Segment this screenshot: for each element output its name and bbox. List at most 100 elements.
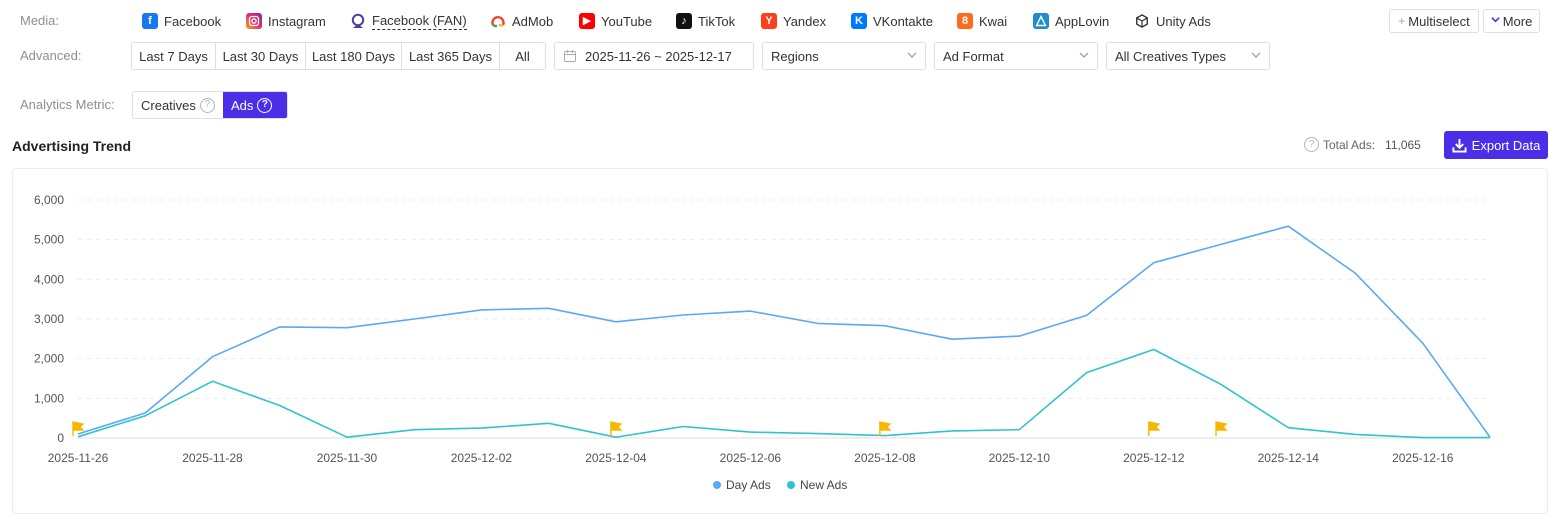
analytics-metric-label: Analytics Metric:: [20, 97, 115, 112]
plus-icon: +: [1398, 14, 1406, 28]
vk-icon: K: [851, 13, 867, 29]
date-range-picker[interactable]: 2025-11-26 ~ 2025-12-17: [554, 42, 754, 70]
multiselect-label: Multiselect: [1408, 13, 1470, 29]
media-label-unity: Unity Ads: [1156, 13, 1211, 29]
metric-ads-label: Ads: [231, 97, 254, 113]
total-ads: ? Total Ads: 11,065: [1304, 137, 1421, 152]
flag-marker: [1148, 421, 1161, 436]
date-range-presets: Last 7 Days Last 30 Days Last 180 Days L…: [131, 42, 546, 70]
media-facebook[interactable]: f Facebook: [142, 10, 221, 32]
media-label-tiktok: TikTok: [698, 13, 736, 29]
metric-creatives-button[interactable]: Creatives ?: [133, 92, 223, 118]
media-admob[interactable]: AdMob: [490, 10, 553, 32]
chevron-down-icon: [907, 52, 917, 58]
unity-icon: [1134, 13, 1150, 29]
metric-creatives-label: Creatives: [141, 97, 196, 113]
regions-value: Regions: [771, 48, 819, 64]
facebook-icon: f: [142, 13, 158, 29]
y-tick-label: 4,000: [34, 272, 64, 286]
range-last-365-days[interactable]: Last 365 Days: [402, 43, 500, 69]
trend-chart-card: 0 1,000 2,000 3,000 4,000 5,000 6,000 2025-11-2…: [12, 168, 1548, 514]
advanced-label: Advanced:: [20, 48, 82, 63]
media-applovin[interactable]: AppLovin: [1033, 10, 1109, 32]
y-tick-label: 1,000: [34, 391, 64, 405]
chevron-down-icon: [1079, 52, 1089, 58]
range-last-30-days[interactable]: Last 30 Days: [216, 43, 306, 69]
series-line-new-ads: [77, 348, 1490, 439]
y-tick-label: 3,000: [34, 312, 64, 326]
media-unity[interactable]: Unity Ads: [1134, 10, 1211, 32]
tiktok-icon: ♪: [676, 13, 692, 29]
media-label-vkontakte: VKontakte: [873, 13, 933, 29]
download-icon: [1452, 138, 1467, 153]
series-line-day-ads: [77, 225, 1491, 438]
media-label-kwai: Kwai: [979, 13, 1008, 29]
help-icon[interactable]: ?: [257, 97, 273, 113]
range-last-180-days[interactable]: Last 180 Days: [306, 43, 402, 69]
chevron-down-icon: [1251, 52, 1261, 58]
media-label-yandex: Yandex: [783, 13, 827, 29]
calendar-icon: [564, 50, 576, 62]
ad-format-select[interactable]: Ad Format: [934, 42, 1098, 70]
trend-chart: 0 1,000 2,000 3,000 4,000 5,000 6,000 2025-11-2…: [34, 193, 1491, 492]
x-tick-label: 2025-12-12: [1123, 451, 1185, 465]
media-vkontakte[interactable]: K VKontakte: [851, 10, 933, 32]
flag-marker: [879, 421, 892, 436]
media-kwai[interactable]: 8 Kwai: [957, 10, 1007, 32]
regions-select[interactable]: Regions: [762, 42, 926, 70]
media-facebook-fan[interactable]: Facebook (FAN): [350, 10, 467, 32]
y-tick-label: 0: [57, 431, 64, 445]
help-icon[interactable]: ?: [199, 97, 215, 113]
export-data-button[interactable]: Export Data: [1444, 131, 1548, 159]
export-data-label: Export Data: [1471, 137, 1541, 153]
x-tick-label: 2025-11-30: [317, 451, 378, 465]
more-label: More: [1502, 13, 1533, 29]
media-tiktok[interactable]: ♪ TikTok: [676, 10, 735, 32]
more-button[interactable]: More: [1483, 9, 1540, 33]
advertising-trend-title: Advertising Trend: [12, 138, 132, 154]
y-tick-label: 2,000: [34, 352, 64, 366]
fan-icon: [350, 13, 366, 29]
date-range-value: 2025-11-26 ~ 2025-12-17: [585, 48, 732, 64]
applovin-icon: [1033, 13, 1049, 29]
chevron-down-icon: [1491, 15, 1500, 27]
x-tick-label: 2025-12-08: [854, 451, 916, 465]
x-tick-label: 2025-11-28: [182, 451, 243, 465]
flag-marker: [1215, 421, 1228, 436]
yandex-icon: Y: [761, 13, 777, 29]
flag-marker: [72, 421, 85, 436]
multiselect-button[interactable]: + Multiselect: [1389, 9, 1479, 33]
media-label-admob: AdMob: [512, 13, 554, 29]
media-label: Media:: [20, 13, 60, 28]
media-label-facebook-fan: Facebook (FAN): [372, 12, 467, 30]
x-tick-label: 2025-12-06: [720, 451, 782, 465]
x-tick-label: 2025-11-26: [48, 451, 109, 465]
media-label-youtube: YouTube: [601, 13, 653, 29]
kwai-icon: 8: [957, 13, 973, 29]
range-all[interactable]: All: [500, 43, 545, 69]
media-yandex[interactable]: Y Yandex: [761, 10, 826, 32]
creative-types-value: All Creatives Types: [1115, 48, 1227, 64]
x-tick-label: 2025-12-10: [989, 451, 1051, 465]
total-ads-label: Total Ads:: [1323, 137, 1376, 152]
creative-types-select[interactable]: All Creatives Types: [1106, 42, 1270, 70]
legend-marker: [787, 481, 795, 489]
youtube-icon: ▶: [579, 13, 595, 29]
media-instagram[interactable]: Instagram: [246, 10, 326, 32]
media-youtube[interactable]: ▶ YouTube: [579, 10, 652, 32]
total-ads-value: 11,065: [1385, 137, 1421, 152]
legend-label: New Ads: [800, 478, 847, 492]
x-tick-label: 2025-12-02: [451, 451, 513, 465]
legend-marker: [713, 481, 721, 489]
x-tick-label: 2025-12-16: [1392, 451, 1454, 465]
admob-icon: [490, 13, 506, 29]
y-tick-label: 6,000: [34, 193, 64, 207]
analytics-metric-toggle: Creatives ? Ads ?: [132, 91, 288, 119]
media-label-applovin: AppLovin: [1055, 13, 1110, 29]
ad-format-value: Ad Format: [943, 48, 1004, 64]
media-label-instagram: Instagram: [268, 13, 326, 29]
metric-ads-button[interactable]: Ads ?: [223, 92, 287, 118]
y-tick-label: 5,000: [34, 233, 64, 247]
help-icon[interactable]: ?: [1304, 137, 1319, 152]
range-last-7-days[interactable]: Last 7 Days: [132, 43, 216, 69]
